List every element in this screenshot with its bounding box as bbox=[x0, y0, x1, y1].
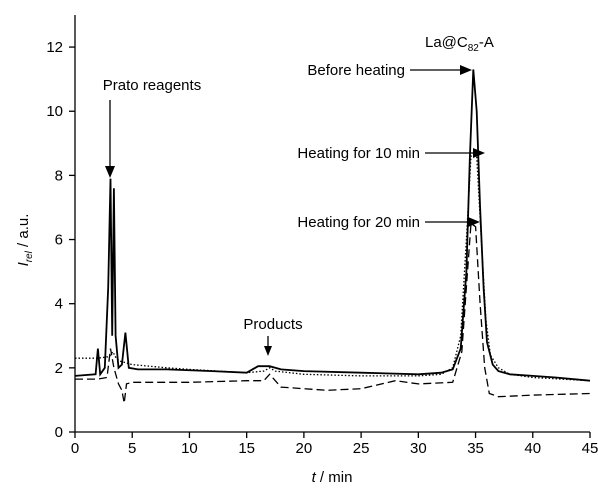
y-axis-label: Irel / a.u. bbox=[15, 214, 35, 267]
y-tick-label: 0 bbox=[55, 424, 63, 441]
x-tick-label: 15 bbox=[238, 440, 255, 457]
annotation: Products bbox=[243, 316, 302, 333]
x-tick-label: 30 bbox=[410, 440, 427, 457]
x-unit: / min bbox=[316, 469, 353, 486]
compound-suffix: -A bbox=[479, 34, 494, 51]
y-tick-label: 2 bbox=[55, 360, 63, 377]
compound-subscript: 82 bbox=[468, 43, 480, 54]
y-tick-label: 6 bbox=[55, 232, 63, 249]
y-subscript: rel bbox=[24, 250, 35, 262]
compound: La@C bbox=[425, 34, 468, 51]
y-tick-label: 10 bbox=[46, 103, 63, 120]
y-tick-label: 12 bbox=[46, 39, 63, 56]
x-tick-label: 10 bbox=[181, 440, 198, 457]
annotation: Before heating bbox=[307, 62, 405, 79]
x-tick-label: 45 bbox=[582, 440, 598, 457]
y-tick-label: 4 bbox=[55, 296, 63, 313]
annotation: Heating for 10 min bbox=[297, 145, 420, 162]
x-tick-label: 25 bbox=[353, 440, 370, 457]
x-tick-label: 35 bbox=[467, 440, 484, 457]
x-axis-label: t / min bbox=[312, 469, 353, 486]
x-tick-label: 5 bbox=[128, 440, 136, 457]
annotation-arrows bbox=[105, 65, 485, 356]
annotation: La@C82-A bbox=[425, 34, 494, 54]
series-line bbox=[75, 222, 591, 404]
x-tick-label: 40 bbox=[524, 440, 541, 457]
series-line bbox=[75, 155, 591, 382]
y-symbol: I bbox=[15, 262, 32, 266]
x-tick-label: 20 bbox=[296, 440, 313, 457]
y-unit: / a.u. bbox=[15, 214, 32, 252]
annotation: Heating for 20 min bbox=[297, 214, 420, 231]
annotation: Prato reagents bbox=[103, 77, 201, 94]
x-tick-label: 0 bbox=[71, 440, 79, 457]
x-symbol: t bbox=[312, 469, 317, 486]
y-tick-label: 8 bbox=[55, 167, 63, 184]
